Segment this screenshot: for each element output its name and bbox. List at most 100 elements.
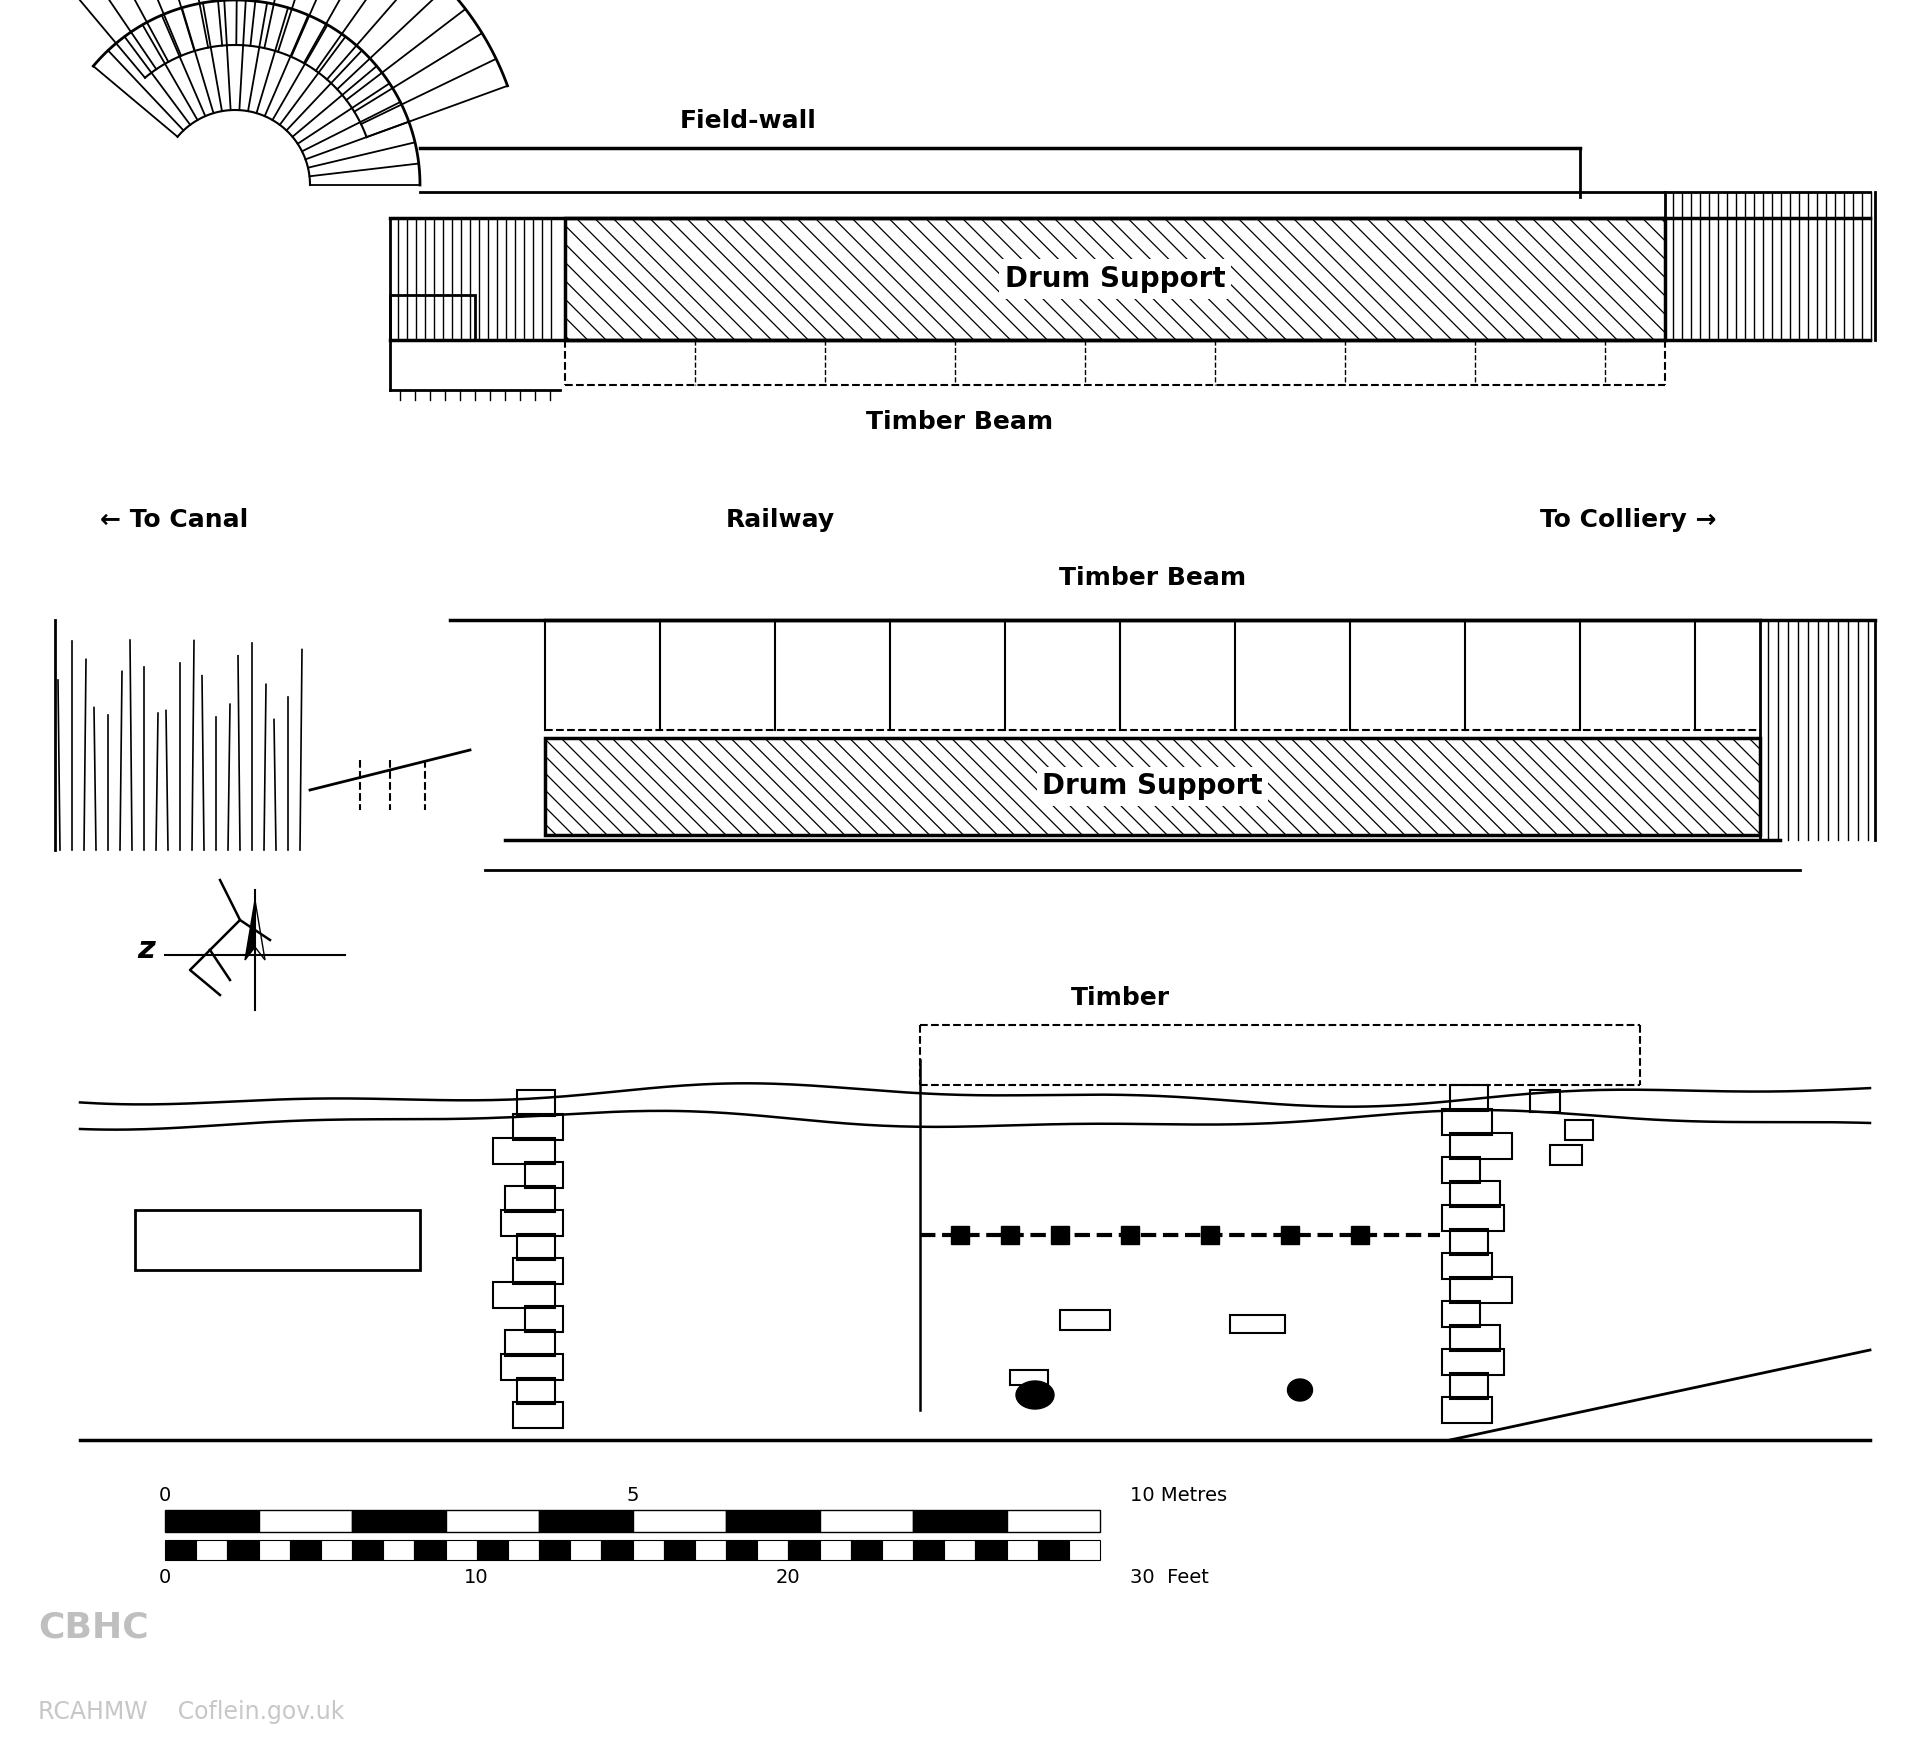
Text: Drum Support: Drum Support [1004, 266, 1225, 292]
Bar [726, 1510, 820, 1531]
Bar [601, 1540, 632, 1559]
Bar [165, 1510, 259, 1531]
Bar [516, 1234, 555, 1260]
Text: 0: 0 [159, 1568, 171, 1588]
Text: Field-wall: Field-wall [680, 109, 816, 134]
Text: CBHC: CBHC [38, 1610, 148, 1644]
Bar [227, 1540, 259, 1559]
Bar [756, 1540, 789, 1559]
Bar [415, 1540, 445, 1559]
Bar [914, 1510, 1006, 1531]
Bar [445, 1510, 540, 1531]
Polygon shape [255, 899, 265, 959]
Bar [1565, 1119, 1594, 1140]
Bar [384, 1540, 415, 1559]
Bar [501, 1353, 563, 1380]
Bar [1450, 1084, 1488, 1111]
Bar [540, 1510, 632, 1531]
Bar [493, 1281, 555, 1308]
Bar [1006, 1510, 1100, 1531]
Bar [351, 1510, 445, 1531]
Bar [516, 1089, 555, 1116]
Bar [1450, 1373, 1488, 1399]
Bar [513, 1114, 563, 1140]
Bar [1202, 1227, 1219, 1244]
Bar [945, 1540, 975, 1559]
Bar [524, 1162, 563, 1188]
Text: z: z [136, 936, 156, 964]
Bar [632, 1510, 726, 1531]
Text: To Colliery →: To Colliery → [1540, 509, 1716, 532]
Bar [975, 1540, 1006, 1559]
Bar [820, 1540, 851, 1559]
Bar [505, 1186, 555, 1213]
Bar [259, 1540, 290, 1559]
Bar [507, 1540, 540, 1559]
Bar [1442, 1206, 1503, 1230]
Bar [545, 737, 1761, 834]
Bar [1069, 1540, 1100, 1559]
Bar [505, 1331, 555, 1355]
Bar [516, 1378, 555, 1404]
Bar [1450, 1181, 1500, 1207]
Text: 30  Feet: 30 Feet [1131, 1568, 1210, 1588]
Bar [851, 1540, 881, 1559]
Bar [914, 1540, 945, 1559]
Bar [1231, 1315, 1284, 1332]
Bar [1450, 1228, 1488, 1255]
Bar [881, 1540, 914, 1559]
Bar [1060, 1309, 1110, 1331]
Ellipse shape [1288, 1380, 1313, 1401]
Text: Railway: Railway [726, 509, 835, 532]
Bar [1000, 1227, 1020, 1244]
Bar [493, 1139, 555, 1163]
Text: Drum Support: Drum Support [1043, 773, 1263, 801]
Bar [1281, 1227, 1300, 1244]
Bar [1037, 1540, 1069, 1559]
Bar [1352, 1227, 1369, 1244]
Text: Timber: Timber [1071, 986, 1169, 1010]
Bar [1050, 1227, 1069, 1244]
Bar [165, 1540, 196, 1559]
Bar [695, 1540, 726, 1559]
Bar [513, 1403, 563, 1427]
Bar [1450, 1133, 1513, 1160]
Bar [950, 1227, 970, 1244]
Text: 5: 5 [626, 1485, 639, 1505]
Bar [820, 1510, 914, 1531]
Text: 10: 10 [465, 1568, 490, 1588]
Bar [501, 1209, 563, 1236]
Text: Timber Beam: Timber Beam [1060, 567, 1246, 590]
Bar [1442, 1348, 1503, 1375]
Bar [1442, 1156, 1480, 1183]
Bar [789, 1540, 820, 1559]
Bar [445, 1540, 476, 1559]
Bar [1442, 1301, 1480, 1327]
Bar [390, 296, 474, 340]
Bar [1442, 1397, 1492, 1424]
Bar [134, 1209, 420, 1271]
Text: ← To Canal: ← To Canal [100, 509, 248, 532]
Bar [259, 1510, 351, 1531]
Bar [524, 1306, 563, 1332]
Bar [564, 218, 1665, 340]
Bar [664, 1540, 695, 1559]
Text: 20: 20 [776, 1568, 801, 1588]
Bar [290, 1540, 321, 1559]
Bar [1530, 1089, 1559, 1112]
Bar [1442, 1109, 1492, 1135]
Bar [1450, 1278, 1513, 1302]
Bar [321, 1540, 351, 1559]
Bar [476, 1540, 507, 1559]
Bar [726, 1540, 756, 1559]
Polygon shape [246, 899, 255, 959]
Text: RCAHMW    Coflein.gov.uk: RCAHMW Coflein.gov.uk [38, 1700, 344, 1725]
Bar [540, 1540, 570, 1559]
Bar [1450, 1325, 1500, 1352]
Bar [1010, 1369, 1048, 1385]
Bar [1121, 1227, 1139, 1244]
Bar [1442, 1253, 1492, 1280]
Ellipse shape [1016, 1382, 1054, 1410]
Bar [1549, 1146, 1582, 1165]
Text: Timber Beam: Timber Beam [866, 410, 1054, 435]
